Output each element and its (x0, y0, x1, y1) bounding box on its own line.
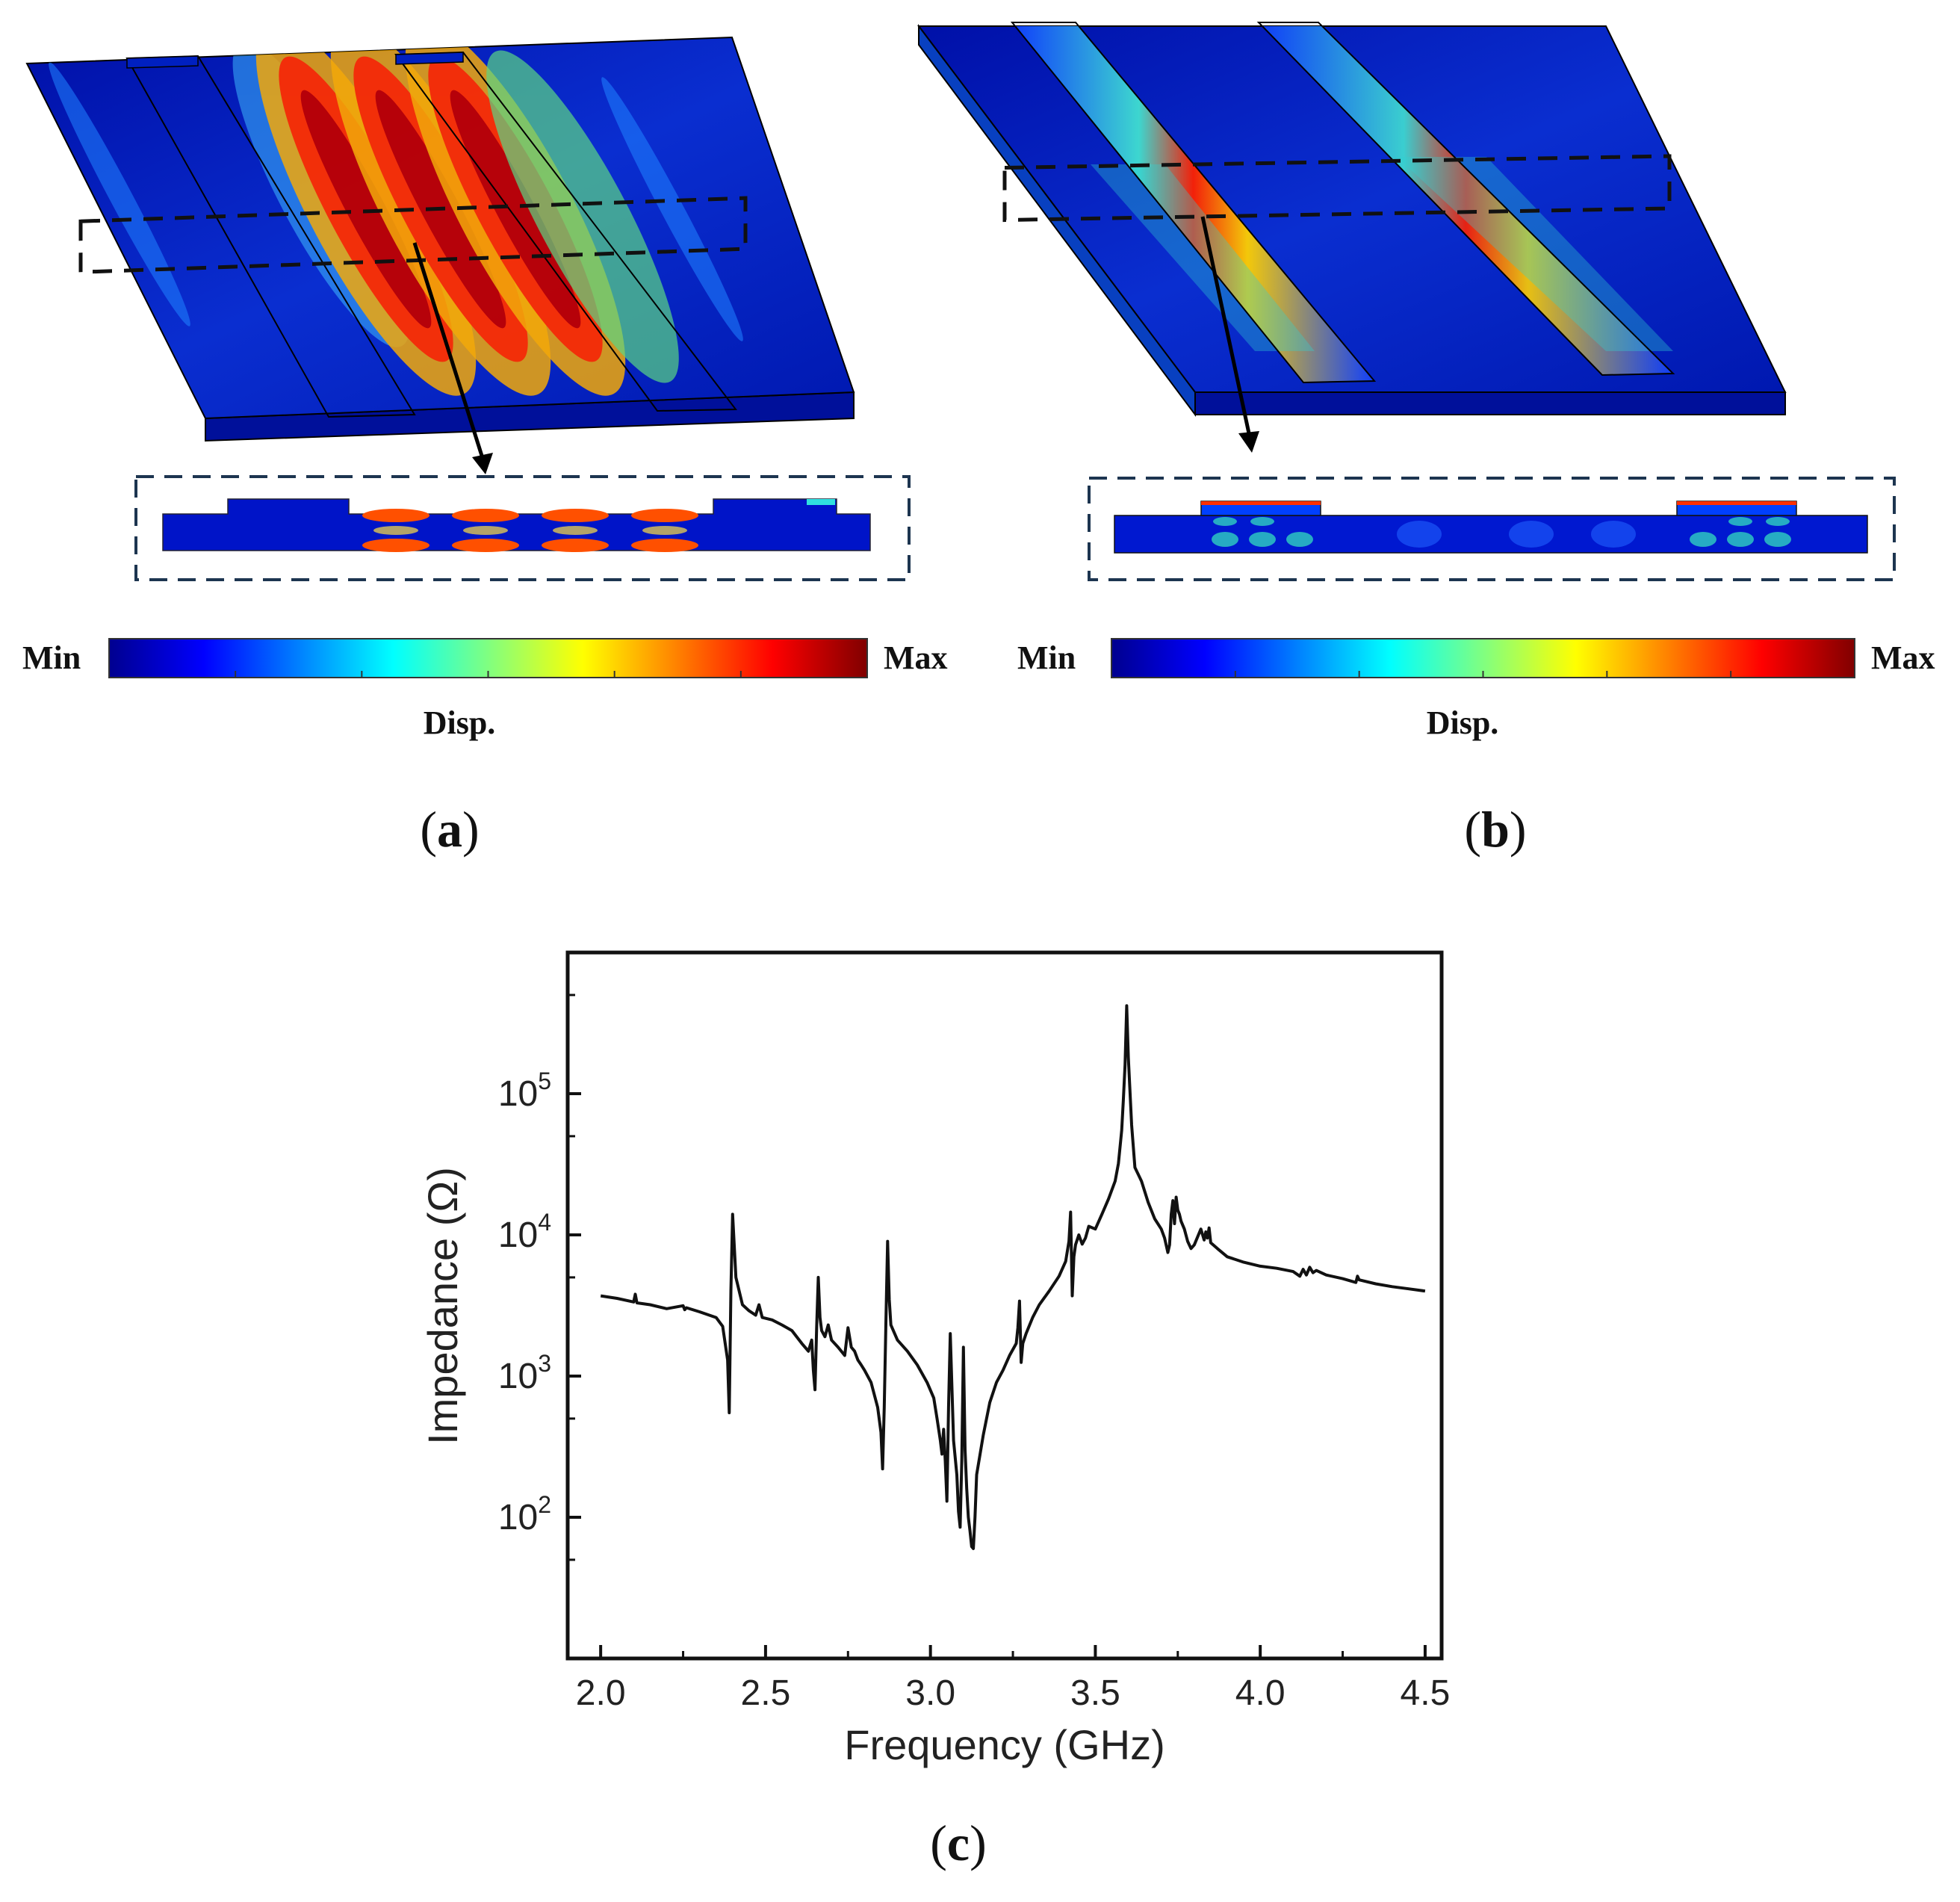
panel-a-displacement-lobes (49, 37, 743, 396)
panel-label-c-text: c (947, 1815, 970, 1871)
panel-a-cross-section (134, 475, 911, 581)
impedance-chart: 2.0 2.5 3.0 3.5 4.0 4.5 102 103 104 105 Frequenc… (419, 950, 1451, 1768)
y-tick-label: 102 (498, 1491, 551, 1537)
panel-a-3d-plate (25, 36, 855, 474)
y-tick-label: 103 (498, 1350, 551, 1396)
panel-b-cross-section (1088, 477, 1896, 581)
x-tick-label: 4.0 (1235, 1673, 1286, 1713)
svg-text:(c): (c) (930, 1815, 987, 1871)
panel-b-colorbar: Min Max Disp. (1017, 638, 1935, 741)
svg-text:(a): (a) (420, 801, 479, 858)
panel-b-3d-plate (917, 22, 1787, 453)
panel-label-b-text: b (1481, 801, 1510, 858)
y-tick-label: 105 (498, 1068, 551, 1114)
panel-a-colorbar-max-label: Max (884, 639, 948, 676)
panel-a-colorbar-quantity-label: Disp. (424, 704, 496, 741)
panel-b-ridge-left (1012, 26, 1374, 382)
panel-label-b: (b) (1464, 801, 1526, 858)
x-tick-label: 4.5 (1401, 1673, 1451, 1713)
y-axis-ticks: 102 103 104 105 (498, 994, 581, 1561)
x-tick-label: 3.5 (1070, 1673, 1120, 1713)
x-tick-label: 3.0 (905, 1673, 955, 1713)
plot-frame (565, 950, 1444, 1661)
x-tick-label: 2.5 (741, 1673, 791, 1713)
panel-b-colorbar-max-label: Max (1871, 639, 1935, 676)
x-axis-ticks: 2.0 2.5 3.0 3.5 4.0 4.5 (576, 1645, 1451, 1713)
x-tick-label: 2.0 (576, 1673, 626, 1713)
panel-label-c: (c) (930, 1815, 987, 1871)
panel-a-colorbar-min-label: Min (22, 639, 81, 676)
panel-label-a-text: a (437, 801, 462, 858)
svg-text:(b): (b) (1464, 801, 1526, 858)
panel-b-colorbar-min-label: Min (1017, 639, 1076, 676)
panel-label-a: (a) (420, 801, 479, 858)
impedance-series-line (600, 1004, 1426, 1550)
y-tick-label: 104 (498, 1209, 551, 1255)
panel-b-ridge-right (1259, 26, 1673, 375)
x-axis-label: Frequency (GHz) (844, 1721, 1164, 1768)
y-axis-label: Impedance (Ω) (419, 1167, 466, 1445)
panel-b-colorbar-quantity-label: Disp. (1427, 704, 1499, 741)
panel-a-colorbar: Min Max Disp. (22, 638, 948, 741)
